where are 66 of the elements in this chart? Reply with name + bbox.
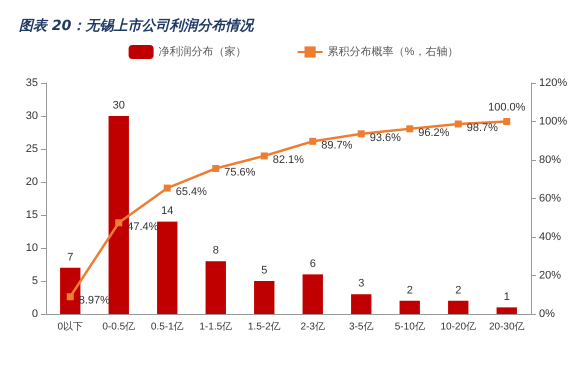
x-tick-label: 0-0.5亿: [102, 322, 136, 332]
y2-tick-label: 120%: [539, 77, 568, 89]
point: [503, 118, 510, 125]
data-label: 100.0%: [488, 102, 526, 114]
y2-tick-label: 100%: [539, 116, 568, 128]
x-tick-label: 2-3亿: [300, 322, 325, 332]
point: [406, 125, 414, 132]
y-tick-label: 25: [26, 143, 38, 155]
bar: [448, 300, 468, 314]
bar: [351, 294, 372, 314]
bar: [254, 281, 274, 314]
y-tick-label: 15: [26, 209, 38, 221]
y2-tick-label: 0%: [539, 308, 556, 320]
bar: [60, 268, 80, 314]
y-tick-label: 20: [26, 176, 38, 188]
x-tick-label: 3-5亿: [349, 322, 374, 332]
y-tick-label: 5: [32, 275, 38, 287]
y2-tick-label: 60%: [539, 192, 562, 204]
data-label: 93.6%: [370, 132, 402, 144]
data-label: 8: [212, 244, 219, 257]
data-label: 89.7%: [321, 139, 353, 152]
y-tick-label: 30: [26, 110, 38, 122]
bar: [157, 222, 178, 314]
data-label: 7: [67, 251, 74, 264]
legend-label: 净利润分布（家）: [158, 45, 247, 58]
data-label: 2: [406, 284, 413, 296]
data-label: 65.4%: [176, 186, 208, 198]
data-label: 30: [112, 100, 125, 112]
point: [309, 138, 316, 145]
legend-label: 累积分布概率（%，右轴）: [328, 45, 458, 58]
bar: [496, 307, 517, 314]
data-label: 98.7%: [466, 122, 498, 134]
bar: [302, 274, 323, 314]
point: [164, 184, 171, 192]
data-label: 6: [310, 258, 316, 270]
point: [66, 293, 74, 300]
point: [115, 219, 122, 226]
point: [454, 120, 462, 128]
x-tick-label: 5-10亿: [394, 322, 425, 332]
y2-tick-label: 80%: [539, 154, 562, 166]
x-tick-label: 0.5-1亿: [150, 322, 184, 332]
y2-tick-label: 40%: [539, 231, 562, 243]
y-tick-label: 35: [26, 77, 38, 89]
data-label: 2: [455, 284, 462, 296]
y-tick-label: 0: [32, 308, 38, 320]
x-tick-label: 10-20亿: [440, 322, 476, 332]
bar: [108, 116, 129, 314]
bar: [400, 300, 420, 314]
chart-title: 图表 20：无锡上市公司利润分布情况: [19, 17, 256, 34]
bar: [206, 261, 226, 314]
point: [358, 130, 365, 138]
data-label: 5: [261, 264, 268, 276]
x-tick-label: 20-30亿: [488, 322, 525, 332]
data-label: 82.1%: [272, 154, 304, 166]
data-label: 1: [504, 290, 510, 303]
data-label: 3: [358, 278, 364, 290]
x-tick-label: 1.5-2亿: [248, 322, 281, 332]
data-label: 14: [161, 205, 174, 218]
x-tick-label: 1-1.5亿: [199, 322, 232, 332]
y2-tick-label: 20%: [539, 270, 562, 282]
point: [212, 164, 220, 172]
data-label: 96.2%: [418, 126, 450, 139]
y-tick-label: 10: [26, 242, 38, 254]
data-label: 75.6%: [224, 166, 256, 178]
point: [260, 152, 268, 160]
x-tick-label: 0以下: [57, 320, 84, 332]
